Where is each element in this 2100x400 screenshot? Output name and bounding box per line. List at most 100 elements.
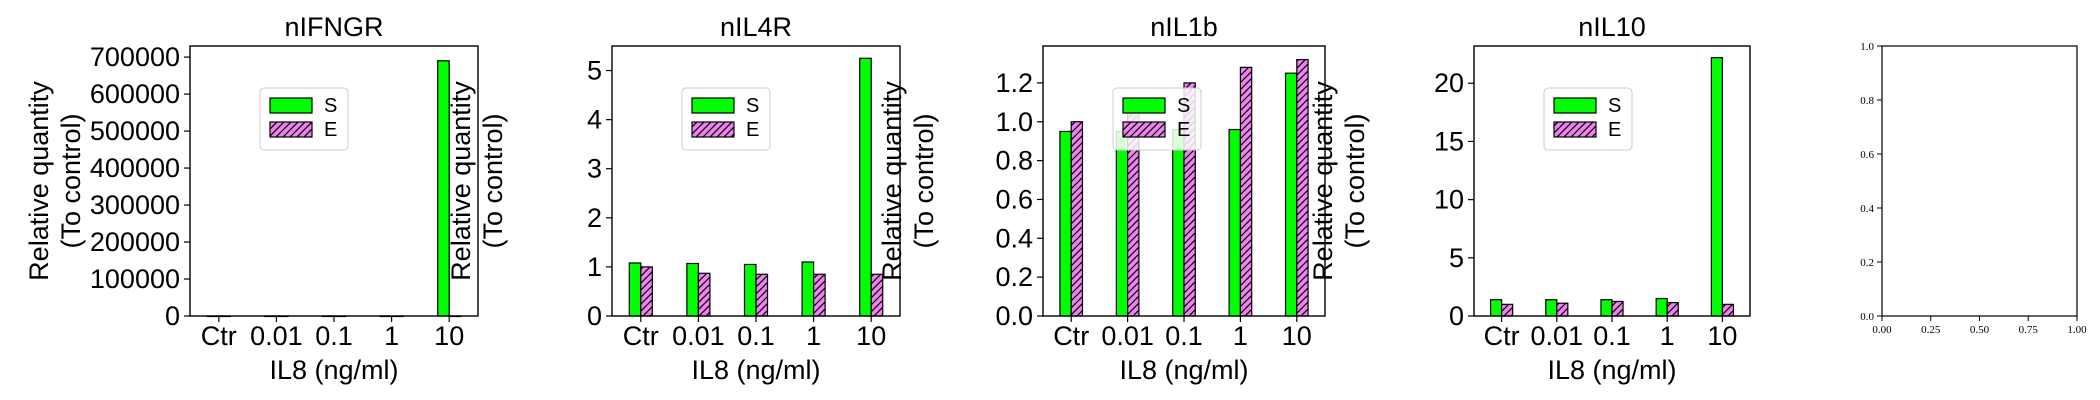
legend-swatch-S: [269, 97, 313, 114]
x-tick-label: 1: [806, 321, 821, 351]
x-tick-label: 1: [1660, 321, 1675, 351]
x-axis-label: IL8 (ng/ml): [691, 355, 820, 385]
y-tick-label: 20: [1434, 68, 1464, 98]
x-tick-label: 0.00: [1872, 324, 1892, 336]
bar-S-0.01: [1545, 299, 1558, 317]
y-tick-label: 5: [587, 56, 602, 86]
x-tick-label: 1: [1233, 321, 1248, 351]
y-tick-label: 0.2: [995, 262, 1033, 292]
y-tick-label: 0.4: [1860, 203, 1874, 215]
legend-swatch-S: [691, 97, 735, 114]
bar-E-0.1: [755, 273, 769, 317]
y-tick-label: 1.2: [995, 68, 1033, 98]
y-tick-label: 700000: [90, 42, 180, 72]
legend-label: S: [746, 95, 759, 117]
bar-S-Ctr: [1059, 130, 1072, 317]
bar-E-Ctr: [640, 266, 653, 317]
x-tick-label: 0.01: [672, 321, 725, 351]
y-axis-label-line: Relative quantity: [877, 81, 907, 281]
y-axis-label-line: (To control): [478, 113, 508, 248]
legend-label: E: [746, 119, 759, 141]
y-tick-label: 0: [587, 301, 602, 331]
y-tick-label: 200000: [90, 227, 180, 257]
y-tick-label: 0.6: [1860, 149, 1874, 161]
y-axis-label-line: (To control): [909, 113, 939, 248]
x-tick-label: 1: [384, 321, 399, 351]
y-tick-label: 600000: [90, 79, 180, 109]
x-tick-label: 0.1: [1593, 321, 1631, 351]
chart-2: nIL1b Ctr 0.01 0.1 1 10 0.0 0.2 0.4 0.6 0.8 1.0 1.2 I…: [877, 12, 1326, 385]
bar-S-0.01: [686, 262, 700, 317]
bar-E-0.01: [697, 272, 711, 317]
chart-0: nIFNGR Ctr 0.01 0.1 1 10 0 100000 200000 300000 40…: [24, 12, 479, 385]
legend-swatch-S: [1553, 97, 1597, 114]
x-tick-label: 0.25: [1921, 324, 1941, 336]
y-tick-label: 5: [1449, 243, 1464, 273]
bar-E-10: [1296, 58, 1309, 317]
y-tick-label: 0: [165, 301, 180, 331]
y-tick-label: 300000: [90, 190, 180, 220]
plot-frame: [1881, 45, 2078, 317]
bar-S-0.1: [743, 263, 757, 317]
bar-S-1: [1655, 297, 1668, 317]
x-tick-label: 1.00: [2067, 324, 2087, 336]
x-tick-label: Ctr: [623, 321, 659, 351]
legend-swatch-E: [1122, 121, 1166, 138]
x-tick-label: Ctr: [1053, 321, 1089, 351]
legend-swatch-S: [1122, 97, 1166, 114]
bar-E-10: [1721, 303, 1735, 317]
bar-S-Ctr: [1489, 299, 1503, 317]
bar-S-0.01: [1115, 130, 1129, 317]
plot-frame: [189, 45, 479, 317]
legend-label: S: [324, 95, 337, 117]
plot-frame: [1473, 45, 1751, 317]
x-tick-label: Ctr: [1484, 321, 1520, 351]
y-tick-label: 2: [587, 203, 602, 233]
y-tick-label: 0.8: [995, 146, 1033, 176]
x-tick-label: 0.1: [315, 321, 353, 351]
chart-4: 0.00 0.25 0.50 0.75 1.00 0.0 0.2 0.4 0.6 0.8 1.0: [1860, 41, 2087, 336]
y-tick-label: 0.4: [995, 223, 1033, 253]
bar-S-Ctr: [628, 262, 642, 317]
bar-S-10: [1710, 57, 1723, 317]
bar-E-0.01: [1556, 302, 1569, 317]
legend-swatch-E: [691, 121, 735, 138]
y-tick-label: 0.6: [995, 184, 1033, 214]
legend-label: S: [1608, 95, 1621, 117]
x-tick-label: 10: [434, 321, 464, 351]
bar-S-1: [801, 261, 815, 317]
chart-title: nIL1b: [1150, 12, 1218, 42]
legend-swatch-E: [269, 121, 313, 138]
x-tick-label: 10: [856, 321, 886, 351]
bar-E-0.1: [1611, 300, 1624, 317]
chart-1: nIL4R Ctr 0.01 0.1 1 10 0 1 2 3 4 5 IL8 (ng/ml) Relat…: [446, 12, 901, 385]
x-tick-label: Ctr: [201, 321, 237, 351]
x-tick-label: 10: [1282, 321, 1312, 351]
y-tick-label: 500000: [90, 116, 180, 146]
x-tick-label: 10: [1707, 321, 1737, 351]
y-axis-label-line: Relative quantity: [24, 81, 54, 281]
x-tick-label: 0.01: [1531, 321, 1584, 351]
y-tick-label: 0.8: [1860, 95, 1874, 107]
bar-E-1: [812, 273, 826, 317]
y-axis-label-line: (To control): [56, 113, 86, 248]
legend-label: S: [1177, 95, 1190, 117]
bar-S-10: [859, 57, 872, 317]
y-tick-label: 1.0: [995, 107, 1033, 137]
x-tick-label: 0.50: [1970, 324, 1990, 336]
bar-S-10: [1284, 72, 1298, 317]
y-tick-label: 4: [587, 105, 602, 135]
x-tick-label: 0.01: [1101, 321, 1154, 351]
y-axis-label-line: Relative quantity: [1308, 81, 1338, 281]
plot-frame: [1042, 45, 1326, 317]
chart-3: nIL10 Ctr 0.01 0.1 1 10 0 5 10 15 20 IL8 (ng/ml) Rel…: [1308, 12, 1751, 385]
bar-E-1: [1666, 302, 1679, 317]
x-tick-label: 0.1: [737, 321, 775, 351]
legend-label: E: [1177, 119, 1190, 141]
bar-S-1: [1228, 128, 1241, 317]
y-tick-label: 1: [587, 252, 602, 282]
x-tick-label: 0.01: [250, 321, 303, 351]
y-tick-label: 100000: [90, 264, 180, 294]
y-axis-label-line: Relative quantity: [446, 81, 476, 281]
